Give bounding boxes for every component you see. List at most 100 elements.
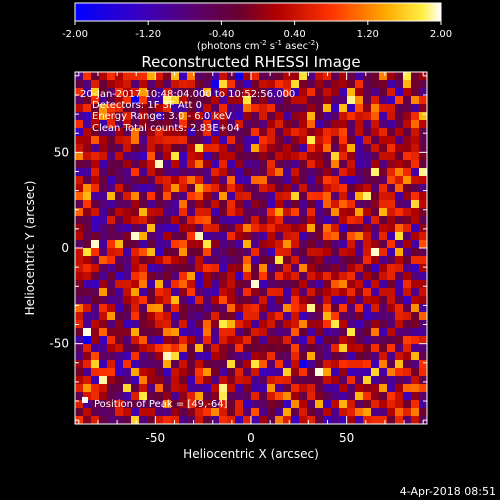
heatmap-cell	[147, 192, 156, 201]
heatmap-cell	[387, 264, 396, 273]
annotation-detectors: Detectors: 1F 3F Att 0	[92, 100, 202, 111]
heatmap-cell	[307, 72, 316, 81]
heatmap-cell	[347, 160, 356, 169]
heatmap-cell	[147, 208, 156, 217]
heatmap-cell	[259, 72, 268, 81]
heatmap-cell	[131, 376, 140, 385]
heatmap-cell	[123, 168, 132, 177]
heatmap-cell	[83, 80, 92, 89]
heatmap-cell	[99, 224, 108, 233]
heatmap-cell	[395, 280, 404, 289]
heatmap-cell	[235, 344, 244, 353]
heatmap-cell	[123, 112, 132, 121]
heatmap-cell	[419, 168, 427, 177]
heatmap-cell	[371, 192, 380, 201]
heatmap-cell	[331, 272, 340, 281]
heatmap-cell	[131, 312, 140, 321]
heatmap-cell	[379, 152, 388, 161]
heatmap-cell	[355, 328, 364, 337]
heatmap-cell	[147, 312, 156, 321]
heatmap-cell	[139, 312, 148, 321]
heatmap-cell	[219, 256, 228, 265]
heatmap-cell	[283, 72, 292, 81]
heatmap-cell	[171, 200, 180, 209]
heatmap-cell	[331, 216, 340, 225]
heatmap-cell	[235, 224, 244, 233]
heatmap-cell	[179, 112, 188, 121]
heatmap-cell	[187, 240, 196, 249]
heatmap-cell	[203, 128, 212, 137]
heatmap-cell	[323, 80, 332, 89]
heatmap-cell	[347, 256, 356, 265]
heatmap-cell	[131, 104, 140, 113]
heatmap-cell	[363, 304, 372, 313]
heatmap-cell	[163, 344, 172, 353]
heatmap-cell	[323, 360, 332, 369]
heatmap-cell	[403, 72, 412, 81]
heatmap-cell	[131, 72, 140, 81]
heatmap-cell	[235, 384, 244, 393]
heatmap-cell	[371, 240, 380, 249]
heatmap-cell	[219, 272, 228, 281]
heatmap-cell	[259, 176, 268, 185]
heatmap-cell	[283, 120, 292, 129]
heatmap-cell	[139, 96, 148, 105]
heatmap-cell	[315, 80, 324, 89]
heatmap-cell	[419, 264, 427, 273]
heatmap-cell	[83, 72, 92, 81]
heatmap-cell	[91, 120, 100, 129]
heatmap-cell	[339, 128, 348, 137]
heatmap-cell	[307, 264, 316, 273]
heatmap-cell	[75, 192, 84, 201]
heatmap-cell	[371, 216, 380, 225]
heatmap-cell	[275, 96, 284, 105]
heatmap-cell	[107, 408, 116, 417]
heatmap-cell	[323, 408, 332, 417]
heatmap-cell	[387, 288, 396, 297]
heatmap-cell	[331, 336, 340, 345]
heatmap-cell	[91, 328, 100, 337]
heatmap-cell	[211, 352, 220, 361]
heatmap-cell	[147, 384, 156, 393]
heatmap-cell	[155, 256, 164, 265]
x-tick-label: -50	[146, 431, 166, 445]
heatmap-cell	[371, 176, 380, 185]
heatmap-cell	[291, 160, 300, 169]
heatmap-cell	[315, 304, 324, 313]
heatmap-cell	[307, 248, 316, 257]
heatmap-cell	[131, 360, 140, 369]
heatmap-cell	[91, 400, 100, 409]
heatmap-cell	[195, 312, 204, 321]
heatmap-cell	[131, 160, 140, 169]
heatmap-cell	[91, 384, 100, 393]
heatmap-cell	[315, 144, 324, 153]
heatmap-cell	[155, 232, 164, 241]
heatmap-cell	[275, 184, 284, 193]
heatmap-cell	[155, 320, 164, 329]
heatmap-cell	[187, 352, 196, 361]
heatmap-cell	[331, 344, 340, 353]
heatmap-cell	[315, 320, 324, 329]
heatmap-cell	[123, 256, 132, 265]
heatmap-cell	[99, 112, 108, 121]
heatmap-cell	[147, 368, 156, 377]
heatmap-cell	[403, 344, 412, 353]
heatmap-cell	[259, 312, 268, 321]
heatmap-cell	[235, 208, 244, 217]
heatmap-cell	[131, 384, 140, 393]
heatmap-cell	[347, 192, 356, 201]
heatmap-cell	[139, 144, 148, 153]
heatmap-cell	[275, 384, 284, 393]
heatmap-cell	[379, 272, 388, 281]
heatmap-cell	[203, 352, 212, 361]
heatmap-cell	[387, 128, 396, 137]
heatmap-cell	[347, 136, 356, 145]
heatmap-cell	[363, 224, 372, 233]
heatmap-cell	[163, 120, 172, 129]
heatmap-cell	[259, 144, 268, 153]
heatmap-cell	[267, 384, 276, 393]
heatmap-cell	[147, 152, 156, 161]
heatmap-cell	[147, 176, 156, 185]
heatmap-cell	[299, 272, 308, 281]
